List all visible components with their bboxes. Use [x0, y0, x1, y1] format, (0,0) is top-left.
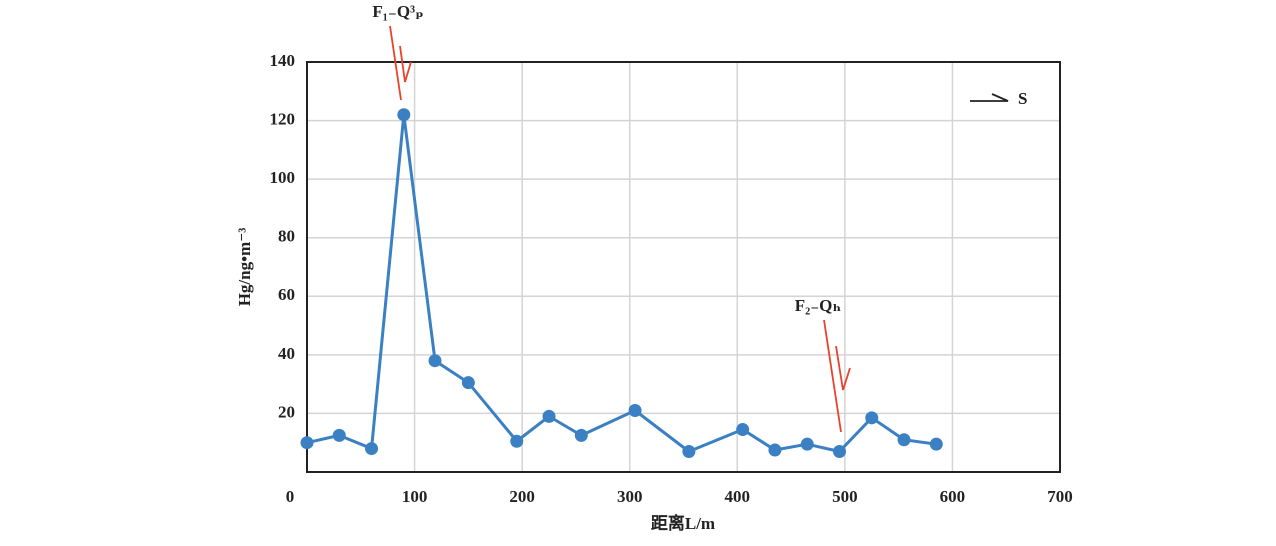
x-tick-label: 600	[940, 487, 966, 506]
data-point	[865, 411, 879, 425]
y-tick-label: 140	[270, 51, 296, 70]
y-axis-label: Hg/ng•m⁻³	[235, 228, 254, 307]
data-point	[332, 428, 346, 442]
data-point	[542, 409, 556, 423]
x-tick-label: 500	[832, 487, 858, 506]
background	[225, 0, 1085, 546]
data-point	[897, 433, 911, 447]
plot-frame	[306, 61, 1061, 473]
data-point	[800, 437, 814, 451]
y-tick-label: 60	[278, 285, 295, 304]
annotation: F₁₋Q³ₚ	[372, 2, 423, 21]
y-tick-label: 80	[278, 227, 295, 246]
data-point	[768, 443, 782, 457]
annotation: F₂₋Qₕ	[795, 296, 842, 315]
data-point	[461, 376, 475, 390]
y-tick-label: 20	[278, 402, 295, 421]
x-axis-label: 距离L/m	[651, 513, 715, 533]
data-point	[628, 404, 642, 417]
y-tick-label: 40	[278, 344, 295, 363]
data-point	[365, 442, 379, 456]
data-point	[428, 354, 442, 368]
x-tick-label: 200	[509, 487, 535, 506]
data-point	[510, 434, 524, 448]
fault-marker	[389, 25, 851, 433]
direction-arrow	[970, 93, 1009, 102]
data-point	[736, 423, 750, 437]
y-tick-label: 120	[270, 109, 296, 128]
data-point	[832, 445, 846, 458]
data-point	[929, 437, 943, 451]
annotation: S	[1018, 89, 1027, 108]
y-tick-label: 100	[270, 168, 296, 187]
data-point	[300, 436, 314, 450]
x-tick-label: 700	[1047, 487, 1073, 506]
grid	[306, 61, 1061, 472]
x-tick-label: 400	[725, 487, 751, 506]
x-tick-label: 100	[402, 487, 428, 506]
x-tick-label: 0	[286, 487, 295, 506]
data-point	[682, 445, 696, 458]
data-point	[574, 428, 588, 442]
x-tick-label: 300	[617, 487, 643, 506]
data-point	[397, 108, 411, 122]
series-line	[306, 113, 937, 453]
